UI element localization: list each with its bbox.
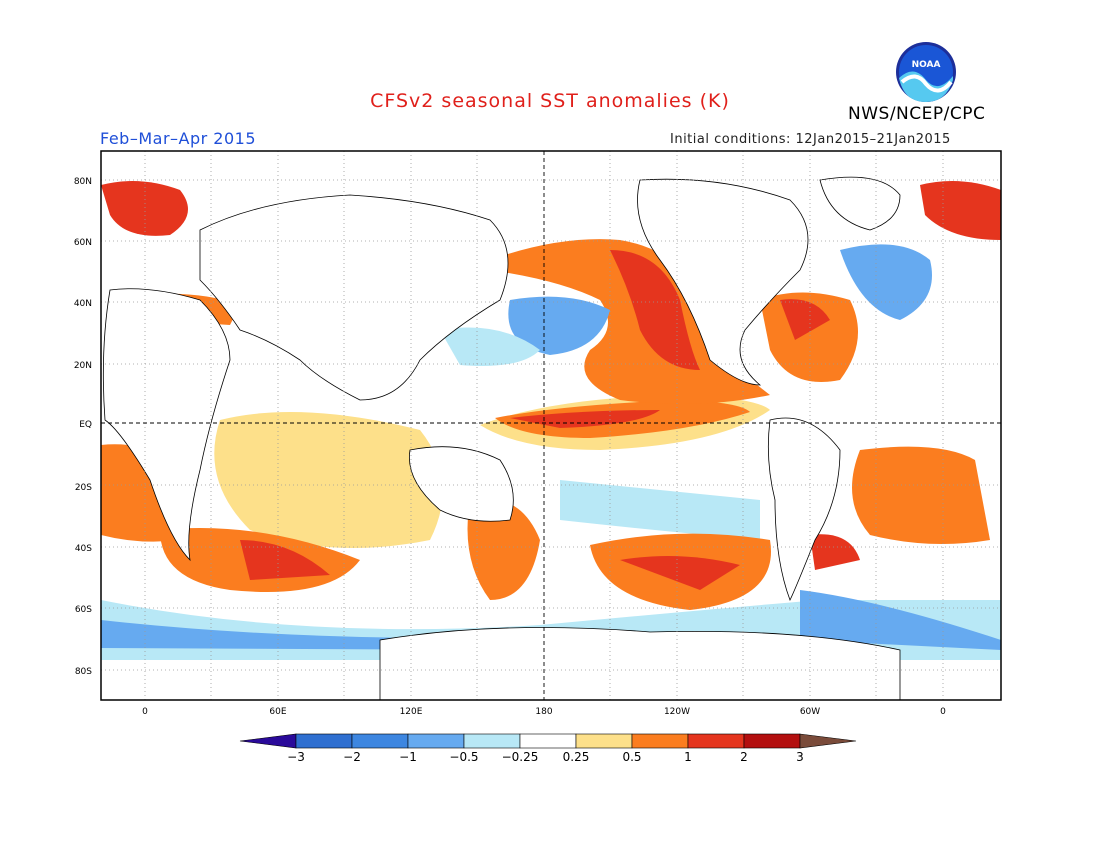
colorbar-level-label: −3 xyxy=(287,750,305,764)
initial-conditions-label: Initial conditions: 12Jan2015–21Jan2015 xyxy=(670,132,951,147)
noaa-logo-text: NOAA xyxy=(912,60,941,70)
colorbar-level-label: 3 xyxy=(796,750,804,764)
colorbar-segment xyxy=(463,733,521,749)
colorbar-segment xyxy=(575,733,633,749)
lat-label-60n: 60N xyxy=(74,238,92,248)
colorbar-segment xyxy=(519,733,577,749)
forecast-period-label: Feb–Mar–Apr 2015 xyxy=(100,129,256,148)
colorbar-level-label: 0.25 xyxy=(563,750,590,764)
colorbar-level-label: 0.5 xyxy=(622,750,641,764)
colorbar: −3 −2 −1 −0.5 −0.25 0.25 0.5 1 2 3 xyxy=(239,733,857,764)
colorbar-segment xyxy=(295,733,353,749)
continent-outlines xyxy=(102,176,901,700)
colorbar-arrow-high xyxy=(799,733,857,749)
lon-label-0: 0 xyxy=(142,707,148,717)
lat-label-60s: 60S xyxy=(75,605,92,615)
colorbar-arrow-low xyxy=(239,733,297,749)
colorbar-segment xyxy=(687,733,745,749)
lon-label-0-east: 0 xyxy=(940,707,946,717)
lat-label-40s: 40S xyxy=(75,544,92,554)
lon-label-60w: 60W xyxy=(800,707,820,717)
noaa-logo: NOAA xyxy=(896,42,956,102)
colorbar-level-label: −2 xyxy=(343,750,361,764)
map-frame xyxy=(100,150,1002,701)
colorbar-level-label: −0.25 xyxy=(502,750,539,764)
colorbar-segment xyxy=(351,733,409,749)
lon-label-180: 180 xyxy=(535,707,552,717)
lon-label-120e: 120E xyxy=(400,707,423,717)
lat-label-80s: 80S xyxy=(75,667,92,677)
colorbar-segment xyxy=(631,733,689,749)
lat-label-20n: 20N xyxy=(74,361,92,371)
lat-label-40n: 40N xyxy=(74,299,92,309)
lon-label-120w: 120W xyxy=(664,707,690,717)
colorbar-level-label: −0.5 xyxy=(449,750,478,764)
colorbar-level-label: 1 xyxy=(684,750,692,764)
map-title: CFSv2 seasonal SST anomalies (K) xyxy=(370,90,730,112)
lon-label-60e: 60E xyxy=(269,707,286,717)
colorbar-segment xyxy=(743,733,801,749)
colorbar-level-label: 2 xyxy=(740,750,748,764)
lat-label-20s: 20S xyxy=(75,483,92,493)
agency-label: NWS/NCEP/CPC xyxy=(848,104,986,124)
lat-label-80n: 80N xyxy=(74,177,92,187)
lat-label-eq: EQ xyxy=(79,420,92,430)
colorbar-level-label: −1 xyxy=(399,750,417,764)
colorbar-segment xyxy=(407,733,465,749)
